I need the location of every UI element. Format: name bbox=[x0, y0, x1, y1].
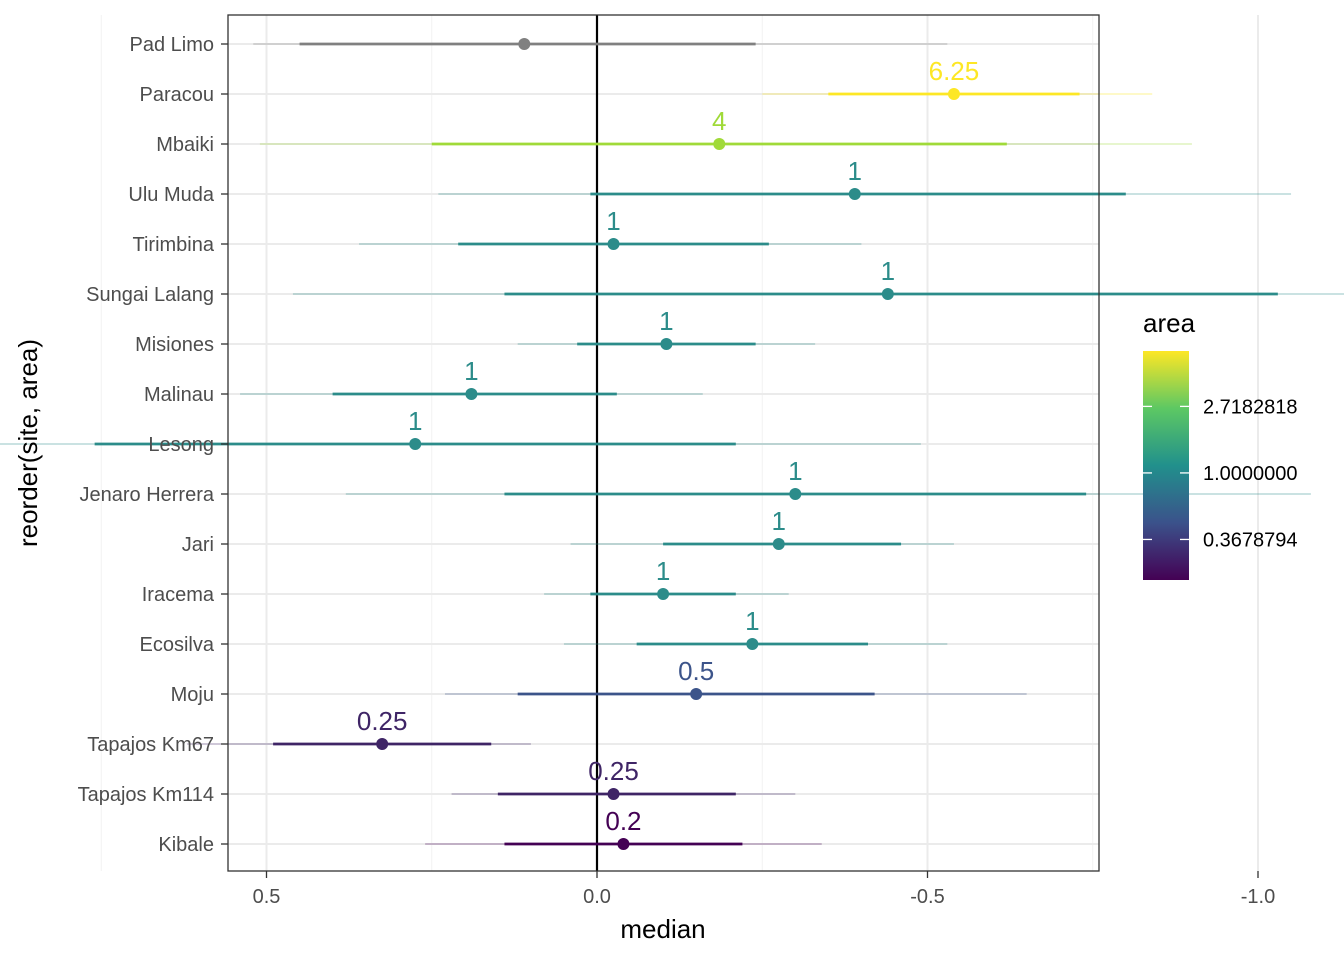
legend-title: area bbox=[1143, 308, 1196, 338]
median-point bbox=[789, 488, 802, 500]
area-data-label: 1 bbox=[606, 206, 620, 236]
median-point bbox=[713, 138, 726, 150]
x-axis-title: median bbox=[620, 914, 705, 944]
legend-colorbar bbox=[1143, 351, 1189, 580]
median-point bbox=[465, 388, 478, 400]
area-data-label: 1 bbox=[464, 356, 478, 386]
site-point-range: 1 bbox=[240, 356, 703, 400]
y-tick-label: Tapajos Km67 bbox=[87, 734, 214, 756]
y-tick-label: Tapajos Km114 bbox=[78, 784, 214, 806]
median-point bbox=[660, 338, 673, 350]
area-data-label: 0.25 bbox=[357, 706, 408, 736]
site-point-range: 0.25 bbox=[187, 706, 531, 750]
median-point bbox=[518, 38, 531, 50]
y-tick-label: Moju bbox=[171, 684, 214, 706]
site-point-range: 0.25 bbox=[451, 756, 796, 800]
area-data-label: 1 bbox=[772, 506, 786, 536]
area-data-label: 1 bbox=[408, 406, 422, 436]
x-tick-label: 0.5 bbox=[253, 886, 281, 908]
site-point-range: 1 bbox=[544, 556, 789, 600]
site-point-range: 1 bbox=[517, 306, 816, 350]
median-point bbox=[376, 738, 389, 750]
legend-label: 1.0000000 bbox=[1203, 463, 1298, 485]
site-point-range: 4 bbox=[259, 106, 1192, 150]
legend: area 2.7182818 1.0000000 0.3678794 bbox=[1143, 308, 1298, 580]
area-data-label: 6.25 bbox=[929, 56, 980, 86]
site-point-range: 0.2 bbox=[425, 806, 822, 850]
x-tick-label: -1.0 bbox=[1241, 886, 1275, 908]
area-data-label: 4 bbox=[712, 106, 726, 136]
area-data-label: 1 bbox=[848, 156, 862, 186]
median-point bbox=[657, 588, 670, 600]
site-point-range: 1 bbox=[570, 506, 954, 550]
site-point-range: 1 bbox=[563, 606, 948, 650]
site-point-range bbox=[253, 38, 948, 50]
y-tick-label: Ecosilva bbox=[140, 634, 215, 656]
site-point-range: 1 bbox=[292, 256, 1344, 300]
median-point bbox=[617, 838, 630, 850]
y-tick-label: Ulu Muda bbox=[128, 184, 214, 206]
y-axis-title: reorder(site, area) bbox=[13, 339, 43, 547]
x-tick-label: 0.0 bbox=[583, 886, 611, 908]
area-data-label: 1 bbox=[656, 556, 670, 586]
site-point-range: 0.5 bbox=[444, 656, 1027, 700]
y-tick-label: Jenaro Herrera bbox=[79, 484, 214, 506]
y-tick-label: Jari bbox=[182, 534, 214, 556]
median-point bbox=[746, 638, 759, 650]
area-data-label: 0.5 bbox=[678, 656, 714, 686]
y-tick-label: Paracou bbox=[140, 84, 215, 106]
site-point-range: 1 bbox=[0, 406, 921, 450]
y-tick-label: Tirimbina bbox=[133, 234, 215, 256]
area-data-label: 0.25 bbox=[588, 756, 639, 786]
median-point bbox=[848, 188, 861, 200]
legend-label: 2.7182818 bbox=[1203, 396, 1298, 418]
y-tick-label: Malinau bbox=[144, 384, 214, 406]
y-tick-label: Sungai Lalang bbox=[86, 284, 214, 306]
y-tick-label: Misiones bbox=[135, 334, 214, 356]
median-point bbox=[607, 238, 620, 250]
site-point-range: 6.25 bbox=[762, 56, 1153, 100]
y-tick-label: Pad Limo bbox=[130, 34, 215, 56]
area-data-label: 0.2 bbox=[605, 806, 641, 836]
area-data-label: 1 bbox=[659, 306, 673, 336]
median-point bbox=[947, 88, 960, 100]
axes: 1.00.50.0-0.5-1.0-1.5Pad LimoParacouMbai… bbox=[78, 34, 1276, 908]
y-tick-label: Iracema bbox=[142, 584, 215, 606]
y-tick-label: Mbaiki bbox=[156, 134, 214, 156]
plot-panel-border bbox=[227, 14, 1100, 872]
median-point bbox=[772, 538, 785, 550]
median-point bbox=[690, 688, 703, 700]
median-point bbox=[881, 288, 894, 300]
area-data-label: 1 bbox=[745, 606, 759, 636]
y-tick-label: Kibale bbox=[158, 834, 214, 856]
site-point-range: 1 bbox=[438, 156, 1292, 200]
y-tick-label: Lesong bbox=[148, 434, 214, 456]
site-point-range: 1 bbox=[359, 206, 862, 250]
median-point bbox=[409, 438, 422, 450]
area-data-label: 1 bbox=[881, 256, 895, 286]
x-tick-label: -0.5 bbox=[910, 886, 944, 908]
median-point bbox=[607, 788, 620, 800]
area-data-label: 1 bbox=[788, 456, 802, 486]
legend-label: 0.3678794 bbox=[1203, 529, 1298, 551]
